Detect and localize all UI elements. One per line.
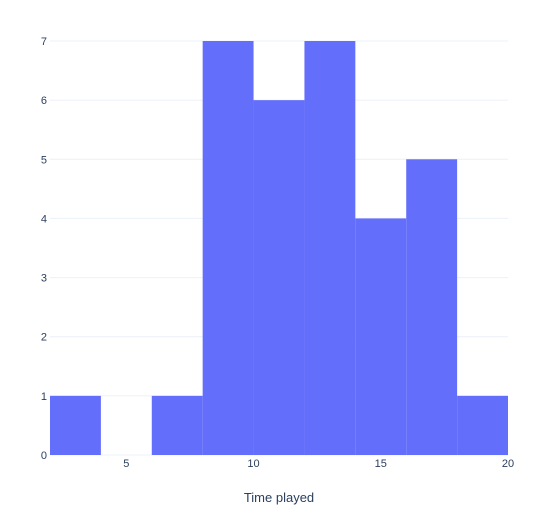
y-tick-label: 2 xyxy=(41,332,47,344)
y-axis-tick-labels: 0 1 2 3 4 5 6 7 xyxy=(41,36,47,462)
y-tick-label: 3 xyxy=(41,273,47,285)
histogram-bar xyxy=(50,395,101,455)
y-tick-label: 6 xyxy=(41,95,47,107)
y-tick-label: 0 xyxy=(41,450,47,462)
histogram-bar xyxy=(355,218,407,455)
histogram-bar xyxy=(253,100,305,456)
histogram-bar xyxy=(457,395,508,455)
y-tick-label: 1 xyxy=(41,391,47,403)
histogram-bar xyxy=(151,395,203,455)
histogram-bar xyxy=(202,41,254,455)
y-tick-label: 5 xyxy=(41,154,47,166)
y-tick-label: 4 xyxy=(41,213,47,225)
x-tick-label: 20 xyxy=(502,458,514,470)
x-tick-label: 10 xyxy=(247,458,259,470)
x-axis-tick-labels: 5 10 15 20 xyxy=(123,458,514,470)
x-tick-label: 15 xyxy=(375,458,387,470)
y-tick-label: 7 xyxy=(41,36,47,48)
histogram-bar xyxy=(304,41,356,455)
x-tick-label: 5 xyxy=(123,458,129,470)
bars xyxy=(50,41,508,456)
histogram-bar xyxy=(406,159,458,456)
x-axis-title: Time played xyxy=(244,490,314,505)
